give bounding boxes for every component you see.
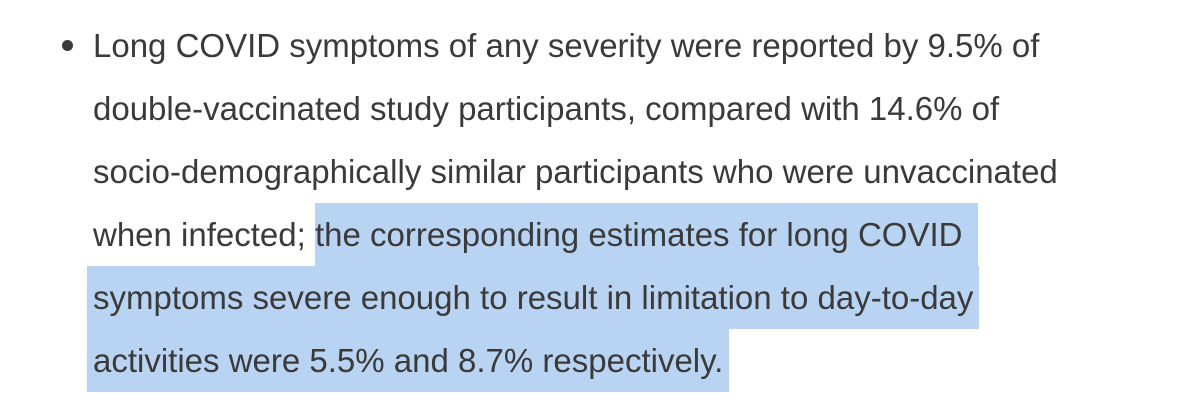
selected-text-segment: symptoms severe enough to result in limi…	[87, 266, 980, 329]
text-line: activities were 5.5% and 8.7% respective…	[87, 329, 1170, 392]
text-line: Long COVID symptoms of any severity were…	[93, 14, 1170, 77]
text-segment: when infected;	[93, 216, 315, 253]
text-line: symptoms severe enough to result in limi…	[87, 266, 1170, 329]
text-line: socio-demographically similar participan…	[93, 140, 1170, 203]
selected-text-segment: the corresponding estimates for long COV…	[314, 203, 978, 266]
text-segment: Long COVID symptoms of any severity were…	[93, 27, 1040, 64]
text-segment: socio-demographically similar participan…	[93, 153, 1058, 190]
bullet-list-item: Long COVID symptoms of any severity were…	[62, 14, 1170, 392]
text-segment: double-vaccinated study participants, co…	[93, 90, 1000, 127]
disc-bullet-icon	[62, 40, 73, 51]
selected-text-segment: activities were 5.5% and 8.7% respective…	[87, 329, 730, 392]
text-line: when infected; the corresponding estimat…	[93, 203, 1170, 266]
paragraph-lines: Long COVID symptoms of any severity were…	[87, 14, 1170, 392]
text-line: double-vaccinated study participants, co…	[93, 77, 1170, 140]
